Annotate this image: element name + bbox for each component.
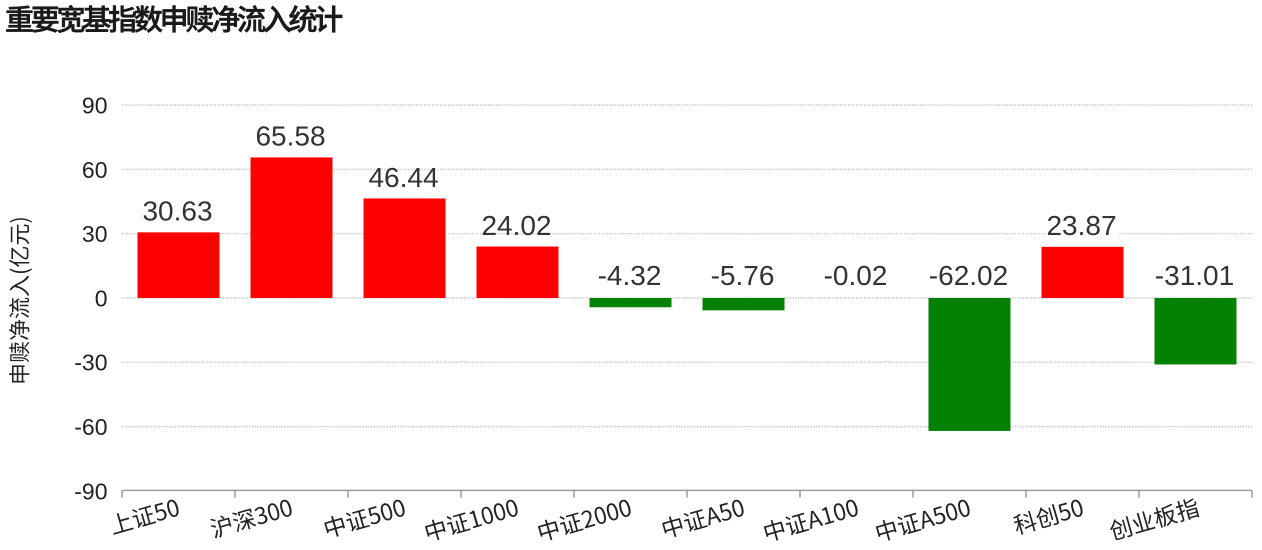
svg-text:-31.01: -31.01 [1155,260,1234,291]
svg-text:-90: -90 [74,478,107,504]
svg-text:60: 60 [82,157,108,183]
svg-text:46.44: 46.44 [368,162,438,193]
svg-text:30: 30 [82,221,108,247]
svg-text:-60: -60 [74,414,107,440]
svg-text:30.63: 30.63 [142,196,212,227]
svg-text:24.02: 24.02 [481,210,551,241]
svg-text:-5.76: -5.76 [711,260,775,291]
svg-text:-62.02: -62.02 [929,260,1008,291]
svg-text:0: 0 [95,285,108,311]
svg-text:90: 90 [82,93,108,119]
svg-text:23.87: 23.87 [1046,210,1116,241]
svg-text:65.58: 65.58 [255,121,325,152]
svg-text:-0.02: -0.02 [824,260,888,291]
svg-text:-4.32: -4.32 [598,260,662,291]
svg-text:-30: -30 [74,350,107,376]
